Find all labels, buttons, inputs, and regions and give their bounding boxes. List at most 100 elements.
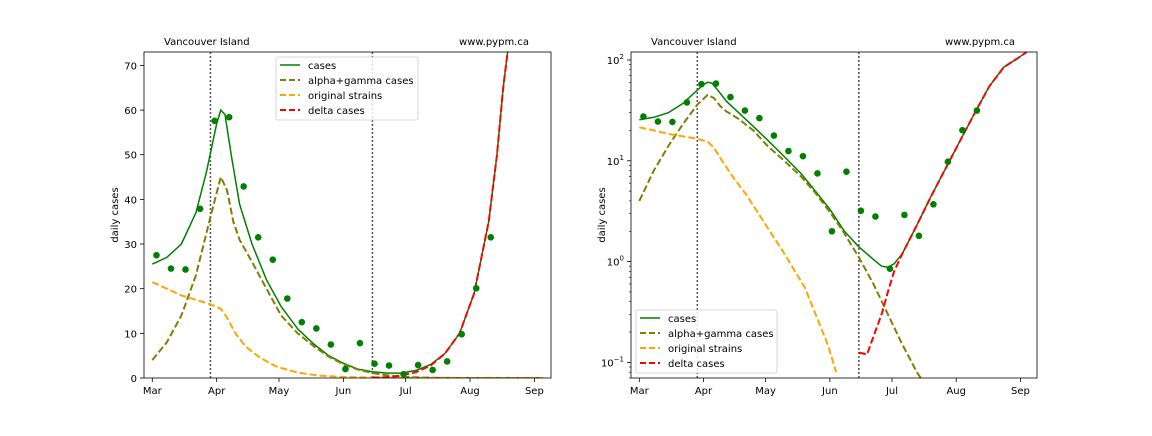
data-point: [669, 118, 676, 126]
data-point: [857, 207, 865, 214]
data-point: [799, 152, 807, 160]
series-line-alpha-gamma-cases: [638, 93, 922, 378]
data-point: [886, 265, 894, 272]
data-point: [327, 341, 335, 348]
data-point: [973, 107, 981, 114]
y-tick-label: 40: [124, 195, 137, 206]
data-point: [240, 183, 247, 190]
legend-label: alpha+gamma cases: [668, 329, 774, 340]
x-tick-label: Jun: [821, 386, 838, 397]
legend-label: alpha+gamma cases: [308, 76, 414, 87]
data-point: [487, 234, 495, 241]
series-line-delta-cases: [858, 52, 1028, 356]
x-tick-label: Aug: [946, 386, 966, 397]
x-tick-label: Apr: [208, 386, 226, 397]
x-tick-label: Jul: [399, 386, 412, 397]
data-point: [843, 168, 850, 175]
x-tick-label: Mar: [143, 386, 163, 397]
x-tick-label: May: [755, 386, 776, 397]
y-tick-label: 60: [124, 106, 137, 117]
legend-box: [635, 309, 778, 374]
data-point: [414, 361, 422, 369]
legend: cases alpha+gamma cases original strains de…: [275, 56, 419, 121]
x-tick-label: Jul: [885, 386, 898, 397]
x-tick-label: Jun: [335, 386, 352, 397]
data-point: [443, 358, 451, 365]
data-point: [741, 107, 749, 114]
x-tick-label: Aug: [460, 386, 480, 397]
data-point: [458, 330, 466, 338]
data-point: [959, 126, 966, 134]
data-point: [756, 114, 763, 122]
panel-title: Vancouver Island: [164, 37, 250, 48]
panel-website: www.pypm.ca: [459, 37, 529, 48]
legend: cases alpha+gamma cases original strains de…: [635, 309, 778, 374]
data-point: [211, 117, 218, 125]
panel-website: www.pypm.ca: [945, 37, 1015, 48]
data-point: [313, 325, 320, 332]
data-point: [356, 339, 364, 347]
data-point: [385, 362, 393, 369]
y-tick-label: 0: [131, 374, 137, 385]
log-scale-panel: Mar Apr May Jun Jul Aug Sep 10−1 100 101 102 Vancou…: [597, 37, 1038, 397]
data-point: [712, 80, 720, 87]
series-line-original-strains: [639, 126, 838, 373]
data-point: [298, 318, 306, 326]
data-point: [727, 93, 734, 101]
data-point: [814, 170, 821, 177]
linear-scale-panel: Mar Apr May Jun Jul Aug Sep 0 10 20 30 40 50 60 70 Vanc…: [110, 37, 552, 397]
data-point: [283, 295, 291, 302]
series-line-delta-cases: [372, 52, 509, 378]
x-tick-label: May: [269, 386, 290, 397]
data-point: [225, 113, 233, 121]
legend-label: delta cases: [668, 359, 725, 370]
data-point: [196, 205, 204, 213]
data-point: [472, 284, 480, 292]
data-point: [429, 366, 436, 374]
data-point: [342, 365, 349, 373]
panel-title: Vancouver Island: [651, 37, 737, 48]
x-tick-label: Apr: [695, 386, 713, 397]
plot-area: [151, 52, 543, 378]
legend-label: cases: [668, 314, 696, 325]
data-point: [915, 232, 923, 240]
y-axis-label: daily cases: [110, 187, 121, 242]
y-tick-label: 102: [607, 53, 624, 67]
data-point: [872, 213, 879, 220]
legend-label: original strains: [308, 91, 382, 102]
data-point: [683, 99, 691, 106]
data-point: [371, 360, 378, 368]
y-axis-label: daily cases: [597, 187, 608, 242]
axes-frame: [630, 51, 1038, 379]
data-point: [640, 113, 647, 120]
data-point: [182, 266, 189, 273]
y-tick-label: 101: [607, 154, 624, 168]
data-point: [785, 147, 792, 155]
data-point: [930, 201, 937, 208]
legend-label: cases: [308, 61, 336, 72]
x-tick-label: Sep: [1011, 386, 1030, 397]
data-point: [153, 251, 160, 259]
y-tick-label: 10−1: [601, 355, 624, 369]
data-point: [770, 132, 778, 139]
data-point: [254, 234, 262, 241]
data-point: [698, 80, 705, 88]
y-tick-label: 10: [124, 329, 137, 340]
y-tick-label: 30: [124, 240, 137, 251]
series-line-original-strains: [151, 281, 543, 378]
plot-area: [638, 52, 1028, 378]
data-point: [269, 256, 277, 263]
legend-label: delta cases: [308, 106, 365, 117]
data-point: [167, 265, 175, 272]
axes-frame: [143, 51, 552, 379]
y-tick-label: 20: [124, 285, 137, 296]
y-tick-label: 50: [124, 151, 137, 162]
legend-box: [275, 56, 419, 121]
data-point: [944, 158, 952, 165]
legend-label: original strains: [668, 344, 742, 355]
data-point: [400, 370, 407, 378]
y-tick-label: 100: [607, 255, 624, 269]
x-tick-label: Mar: [630, 386, 650, 397]
data-point: [654, 118, 662, 125]
y-tick-label: 70: [124, 61, 137, 72]
